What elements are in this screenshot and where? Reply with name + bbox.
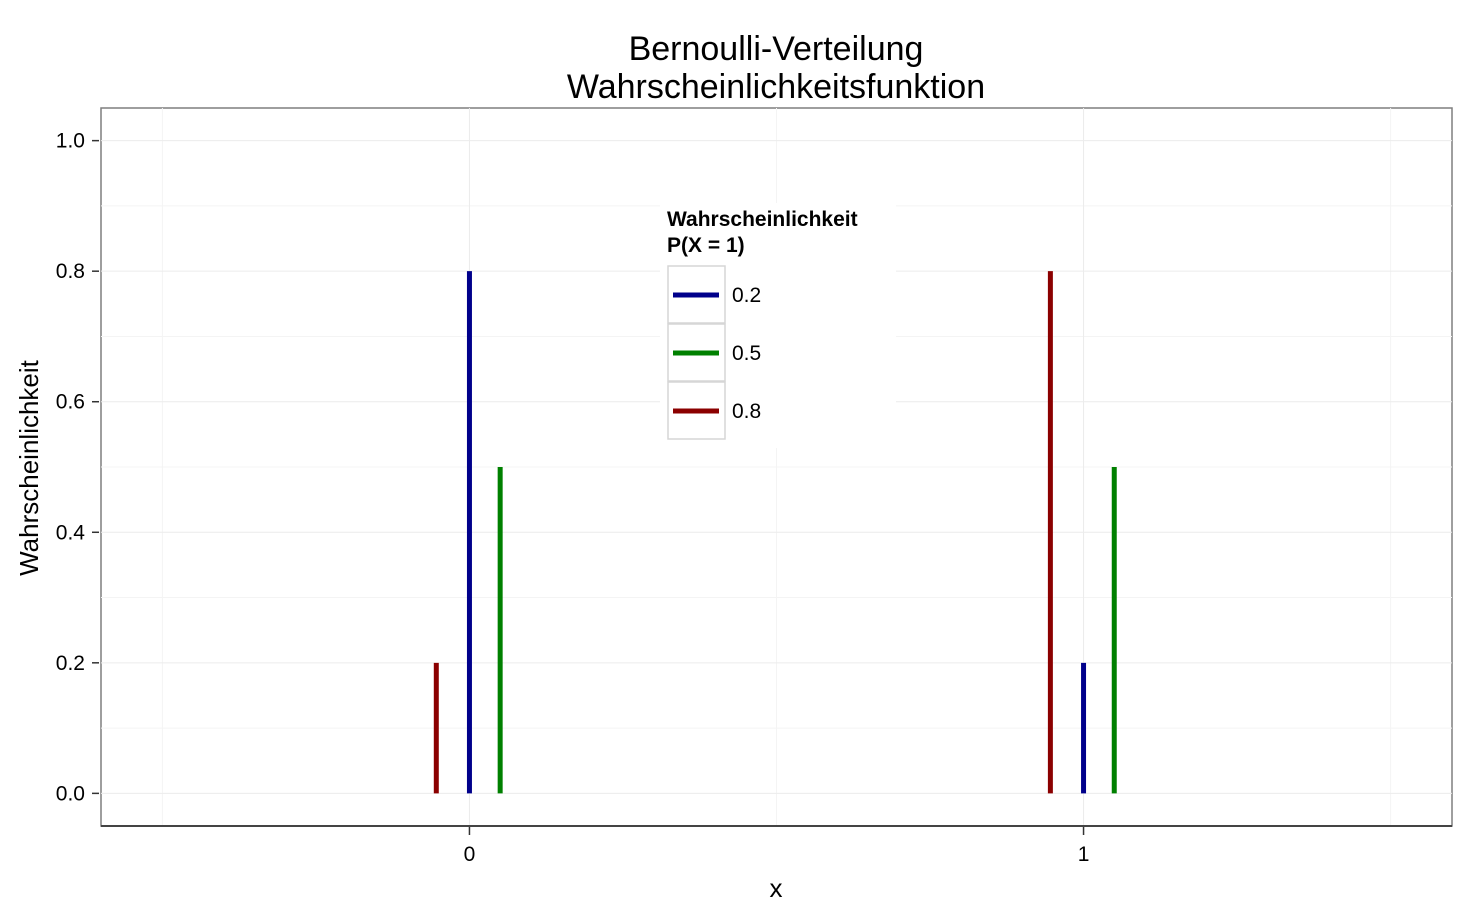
chart-subtitle: Wahrscheinlichkeitsfunktion	[567, 68, 985, 106]
legend-title-line2: P(X = 1)	[667, 234, 745, 257]
legend: Wahrscheinlichkeit P(X = 1) 0.2 0.5 0.8	[660, 203, 896, 448]
bars-layer	[433, 271, 1117, 794]
y-tick-label: 0.8	[56, 260, 85, 283]
y-tick-label: 0.4	[56, 521, 86, 544]
y-axis-title: Wahrscheinlichkeit	[14, 359, 44, 576]
y-tick-label: 0.6	[56, 391, 85, 414]
legend-items: 0.2 0.5 0.8	[667, 265, 761, 440]
x-axis-title: x	[770, 873, 783, 903]
y-tick-label: 0.2	[56, 652, 85, 675]
axes-layer: 0.0 0.2 0.4 0.6 0.8 1.0 0 1	[56, 130, 1452, 866]
legend-label: 0.8	[732, 400, 761, 423]
y-tick-label: 0.0	[56, 782, 85, 805]
legend-label: 0.5	[732, 342, 761, 365]
legend-label: 0.2	[732, 284, 761, 307]
x-tick-label: 0	[464, 843, 476, 866]
x-tick-label: 1	[1078, 843, 1090, 866]
legend-title-line1: Wahrscheinlichkeit	[667, 208, 858, 231]
y-tick-label: 1.0	[56, 130, 85, 153]
chart-title: Bernoulli-Verteilung	[629, 30, 924, 68]
grid-layer	[101, 108, 1452, 826]
